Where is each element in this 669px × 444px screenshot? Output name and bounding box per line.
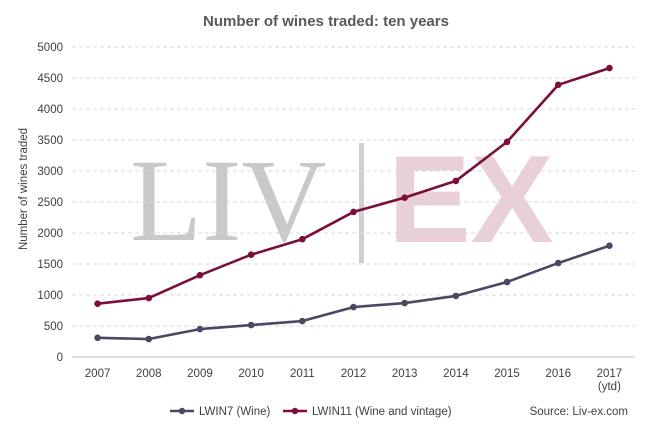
y-tick-label: 500 [44, 321, 63, 333]
x-tick-label: 2010 [238, 368, 264, 380]
y-tick-label: 3500 [37, 135, 63, 147]
gridlines [72, 46, 635, 327]
data-point-lwin11 [401, 194, 408, 201]
x-tick-label: 2009 [187, 368, 213, 380]
x-tick-label: 2007 [85, 368, 111, 380]
data-point-lwin7 [350, 303, 357, 311]
data-point-lwin11 [452, 177, 460, 185]
y-tick-label: 2500 [37, 197, 63, 209]
data-point-lwin7 [606, 242, 613, 250]
x-tick-label: 2014 [443, 368, 469, 380]
data-point-lwin11 [606, 64, 613, 72]
data-point-lwin7 [247, 321, 255, 329]
x-axis-ticks: 2007 2008 2009 2010 2011 2012 2013 2014 2015 2016… [85, 368, 622, 393]
data-point-lwin7 [554, 259, 562, 267]
y-tick-label: 3000 [37, 166, 63, 178]
series-group [94, 64, 613, 343]
source-note: Source: Liv-ex.com [530, 406, 628, 418]
data-point-lwin11 [94, 300, 101, 307]
legend: LWIN7 (Wine) LWIN11 (Wine and vintage) [170, 406, 452, 418]
y-axis-ticks: 0 500 1000 1500 2000 2500 3000 3500 4000 4500 5000 [37, 42, 63, 364]
x-tick-label: 2013 [392, 368, 418, 380]
data-point-lwin11 [247, 251, 255, 258]
x-tick-label: 2015 [494, 368, 520, 380]
y-tick-label: 1000 [37, 290, 63, 302]
watermark-left-text: LIV [130, 135, 327, 266]
y-tick-label: 2000 [37, 228, 63, 240]
legend-label-lwin7: LWIN7 (Wine) [199, 406, 271, 418]
data-point-lwin7 [299, 317, 306, 325]
x-tick-label: 2016 [545, 368, 571, 380]
data-point-lwin11 [196, 271, 204, 279]
data-point-lwin7 [503, 278, 511, 286]
data-point-lwin7 [94, 334, 101, 342]
data-point-lwin11 [145, 294, 153, 302]
legend-label-lwin11: LWIN11 (Wine and vintage) [312, 406, 452, 418]
legend-marker-lwin7 [178, 407, 186, 415]
legend-item-lwin7: LWIN7 (Wine) [170, 406, 271, 418]
data-point-lwin11 [350, 208, 357, 216]
data-point-lwin7 [196, 325, 204, 333]
chart-title: Number of wines traded: ten years [203, 13, 449, 30]
data-point-lwin7 [452, 292, 460, 300]
x-tick-label: 2017 (ytd) [597, 368, 623, 393]
x-tick-label: 2008 [136, 368, 162, 380]
y-tick-label: 5000 [37, 42, 63, 54]
y-tick-label: 1500 [37, 259, 63, 271]
data-point-lwin11 [503, 138, 511, 146]
x-tick-label: 2011 [290, 368, 315, 380]
legend-marker-lwin11 [291, 407, 299, 415]
data-point-lwin7 [145, 335, 153, 343]
liv-ex-watermark: LIV EX [130, 131, 553, 269]
data-point-lwin7 [401, 299, 408, 307]
watermark-separator [359, 143, 364, 263]
watermark-right-text: EX [388, 131, 553, 269]
y-tick-label: 4000 [37, 104, 63, 116]
y-tick-label: 0 [57, 352, 63, 364]
data-point-lwin11 [554, 81, 562, 89]
y-tick-label: 4500 [37, 73, 63, 85]
x-tick-label: 2012 [341, 368, 367, 380]
legend-item-lwin11: LWIN11 (Wine and vintage) [283, 406, 452, 418]
data-point-lwin11 [299, 235, 306, 243]
y-axis-label: Number of wines traded [18, 128, 30, 250]
